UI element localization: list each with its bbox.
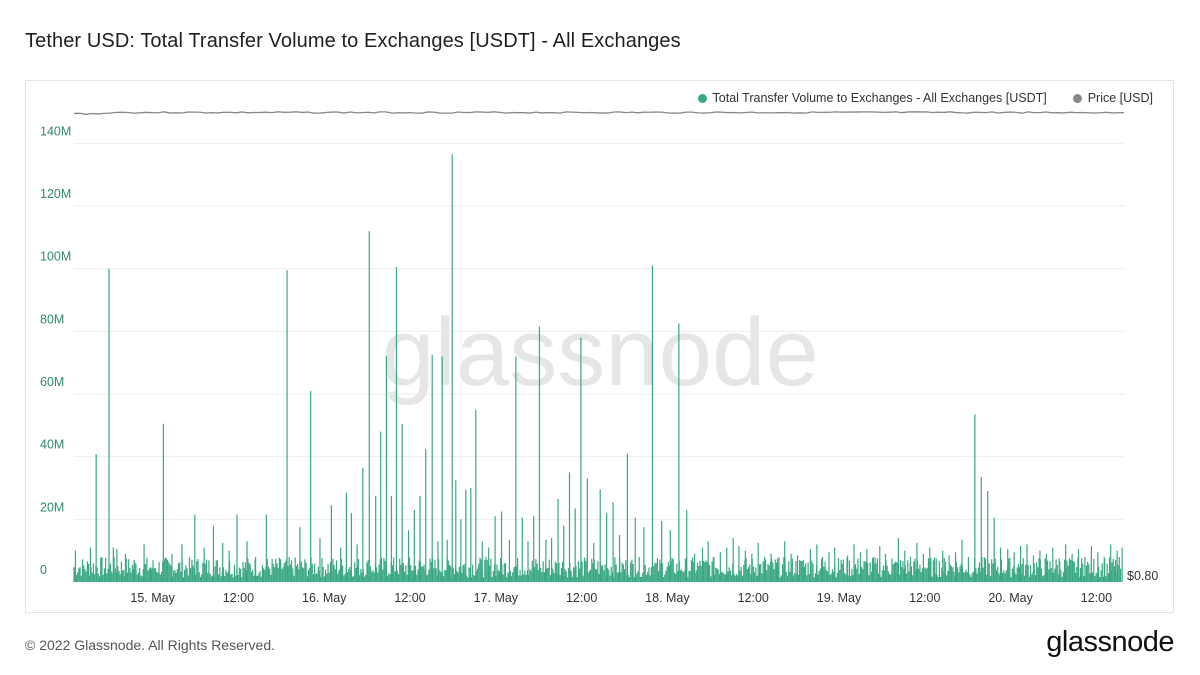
chart-title: Tether USD: Total Transfer Volume to Exc… (25, 30, 681, 52)
legend-label-price: Price [USD] (1087, 91, 1153, 105)
footer-logo[interactable]: glassnode (1046, 626, 1174, 658)
legend-label-volume: Total Transfer Volume to Exchanges - All… (712, 91, 1047, 105)
legend-dot-volume (697, 93, 707, 103)
chart-frame: Total Transfer Volume to Exchanges - All… (25, 80, 1174, 613)
legend-dot-price (1072, 93, 1082, 103)
legend-item-volume[interactable]: Total Transfer Volume to Exchanges - All… (697, 91, 1047, 105)
footer-copyright: © 2022 Glassnode. All Rights Reserved. (25, 637, 276, 653)
chart-legend: Total Transfer Volume to Exchanges - All… (697, 91, 1153, 105)
legend-item-price[interactable]: Price [USD] (1072, 91, 1153, 105)
